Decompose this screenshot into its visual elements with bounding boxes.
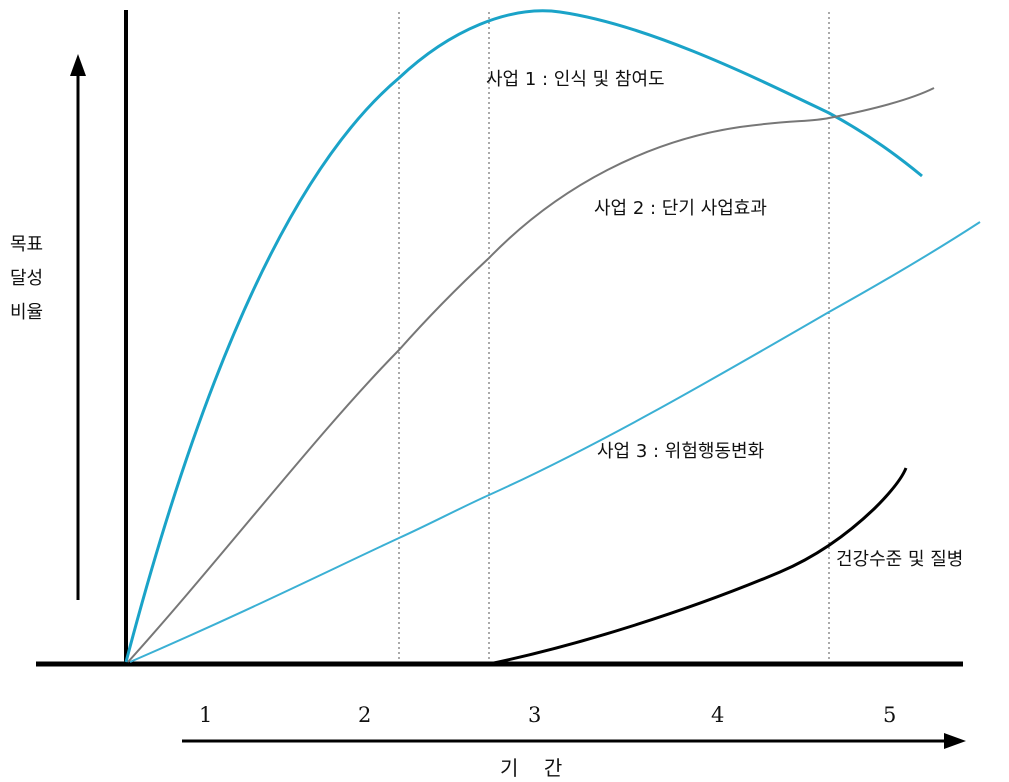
series-2-line xyxy=(127,87,935,663)
x-tick-5: 5 xyxy=(883,703,896,727)
x-tick-2: 2 xyxy=(358,703,371,727)
y-arrow-head xyxy=(70,54,86,76)
x-tick-3: 3 xyxy=(528,703,541,727)
y-label-line-2: 달성 xyxy=(10,268,43,289)
series-1-label: 사업 1 : 인식 및 참여도 xyxy=(486,69,665,90)
x-tick-1: 1 xyxy=(199,703,212,727)
x-tick-4: 4 xyxy=(711,703,724,727)
series-3-line xyxy=(129,221,981,663)
x-arrow-head xyxy=(944,733,966,749)
series-4-label: 건강수준 및 질병 xyxy=(836,549,963,570)
series-4-line xyxy=(488,467,908,666)
series-3-label: 사업 3 : 위험행동변화 xyxy=(597,441,764,462)
y-label-line-1: 목표 xyxy=(10,234,43,255)
series-2-label: 사업 2 : 단기 사업효과 xyxy=(594,198,767,219)
series-1-line xyxy=(124,9,923,663)
x-axis-label: 기 간 xyxy=(500,756,562,780)
y-label-line-3: 비율 xyxy=(10,302,43,323)
